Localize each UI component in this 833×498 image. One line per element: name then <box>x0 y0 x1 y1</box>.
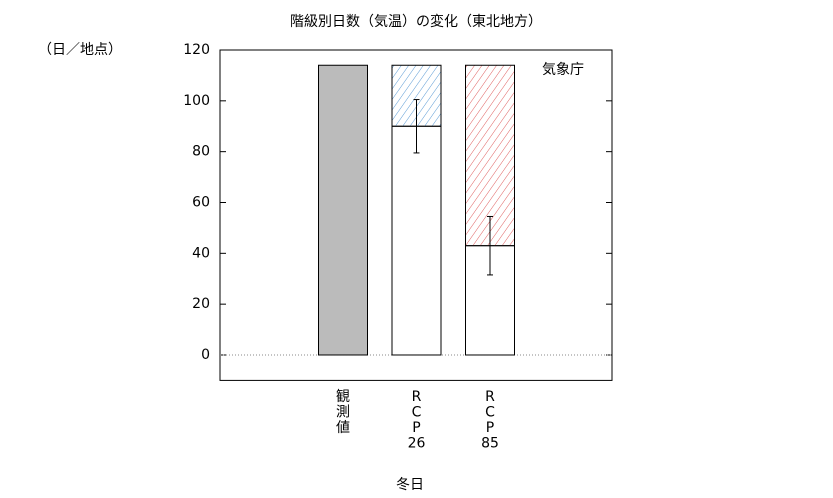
error-bar <box>413 99 420 154</box>
x-tick-label: R C P 26 <box>408 389 426 452</box>
x-tick-label: 観測値 <box>336 388 350 436</box>
error-bar <box>487 215 493 276</box>
chart-title: 階級別日数（気温）の変化（東北地方） <box>290 13 542 30</box>
bar <box>465 64 515 247</box>
x-tick-label: R C P 85 <box>481 389 499 452</box>
y-tick-label: 60 <box>192 194 210 210</box>
y-tick-label: 40 <box>192 245 210 261</box>
y-tick-label: 120 <box>183 42 210 58</box>
bar <box>318 64 368 356</box>
x-axis-label: 冬日 <box>396 477 424 493</box>
y-tick-label: 0 <box>201 347 210 363</box>
annotation: 気象庁 <box>542 62 584 78</box>
y-tick-label: 20 <box>192 296 210 312</box>
plot-frame <box>219 49 613 381</box>
y-tick-label: 100 <box>183 93 210 109</box>
y-axis-label: （日／地点） <box>38 42 122 58</box>
y-tick-label: 80 <box>192 144 210 160</box>
bar <box>391 125 442 356</box>
